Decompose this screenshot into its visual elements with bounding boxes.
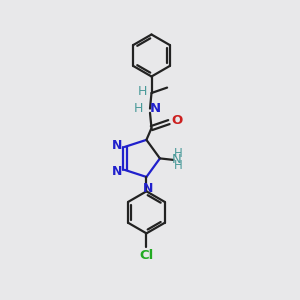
Text: H: H: [174, 159, 183, 172]
Text: O: O: [171, 114, 182, 127]
Text: Cl: Cl: [139, 249, 154, 262]
Text: N: N: [172, 153, 181, 167]
Text: N: N: [150, 102, 161, 115]
Text: N: N: [112, 139, 122, 152]
Text: H: H: [174, 147, 183, 161]
Text: N: N: [112, 165, 122, 178]
Text: H: H: [134, 102, 143, 115]
Text: H: H: [138, 85, 147, 98]
Text: N: N: [143, 182, 153, 195]
